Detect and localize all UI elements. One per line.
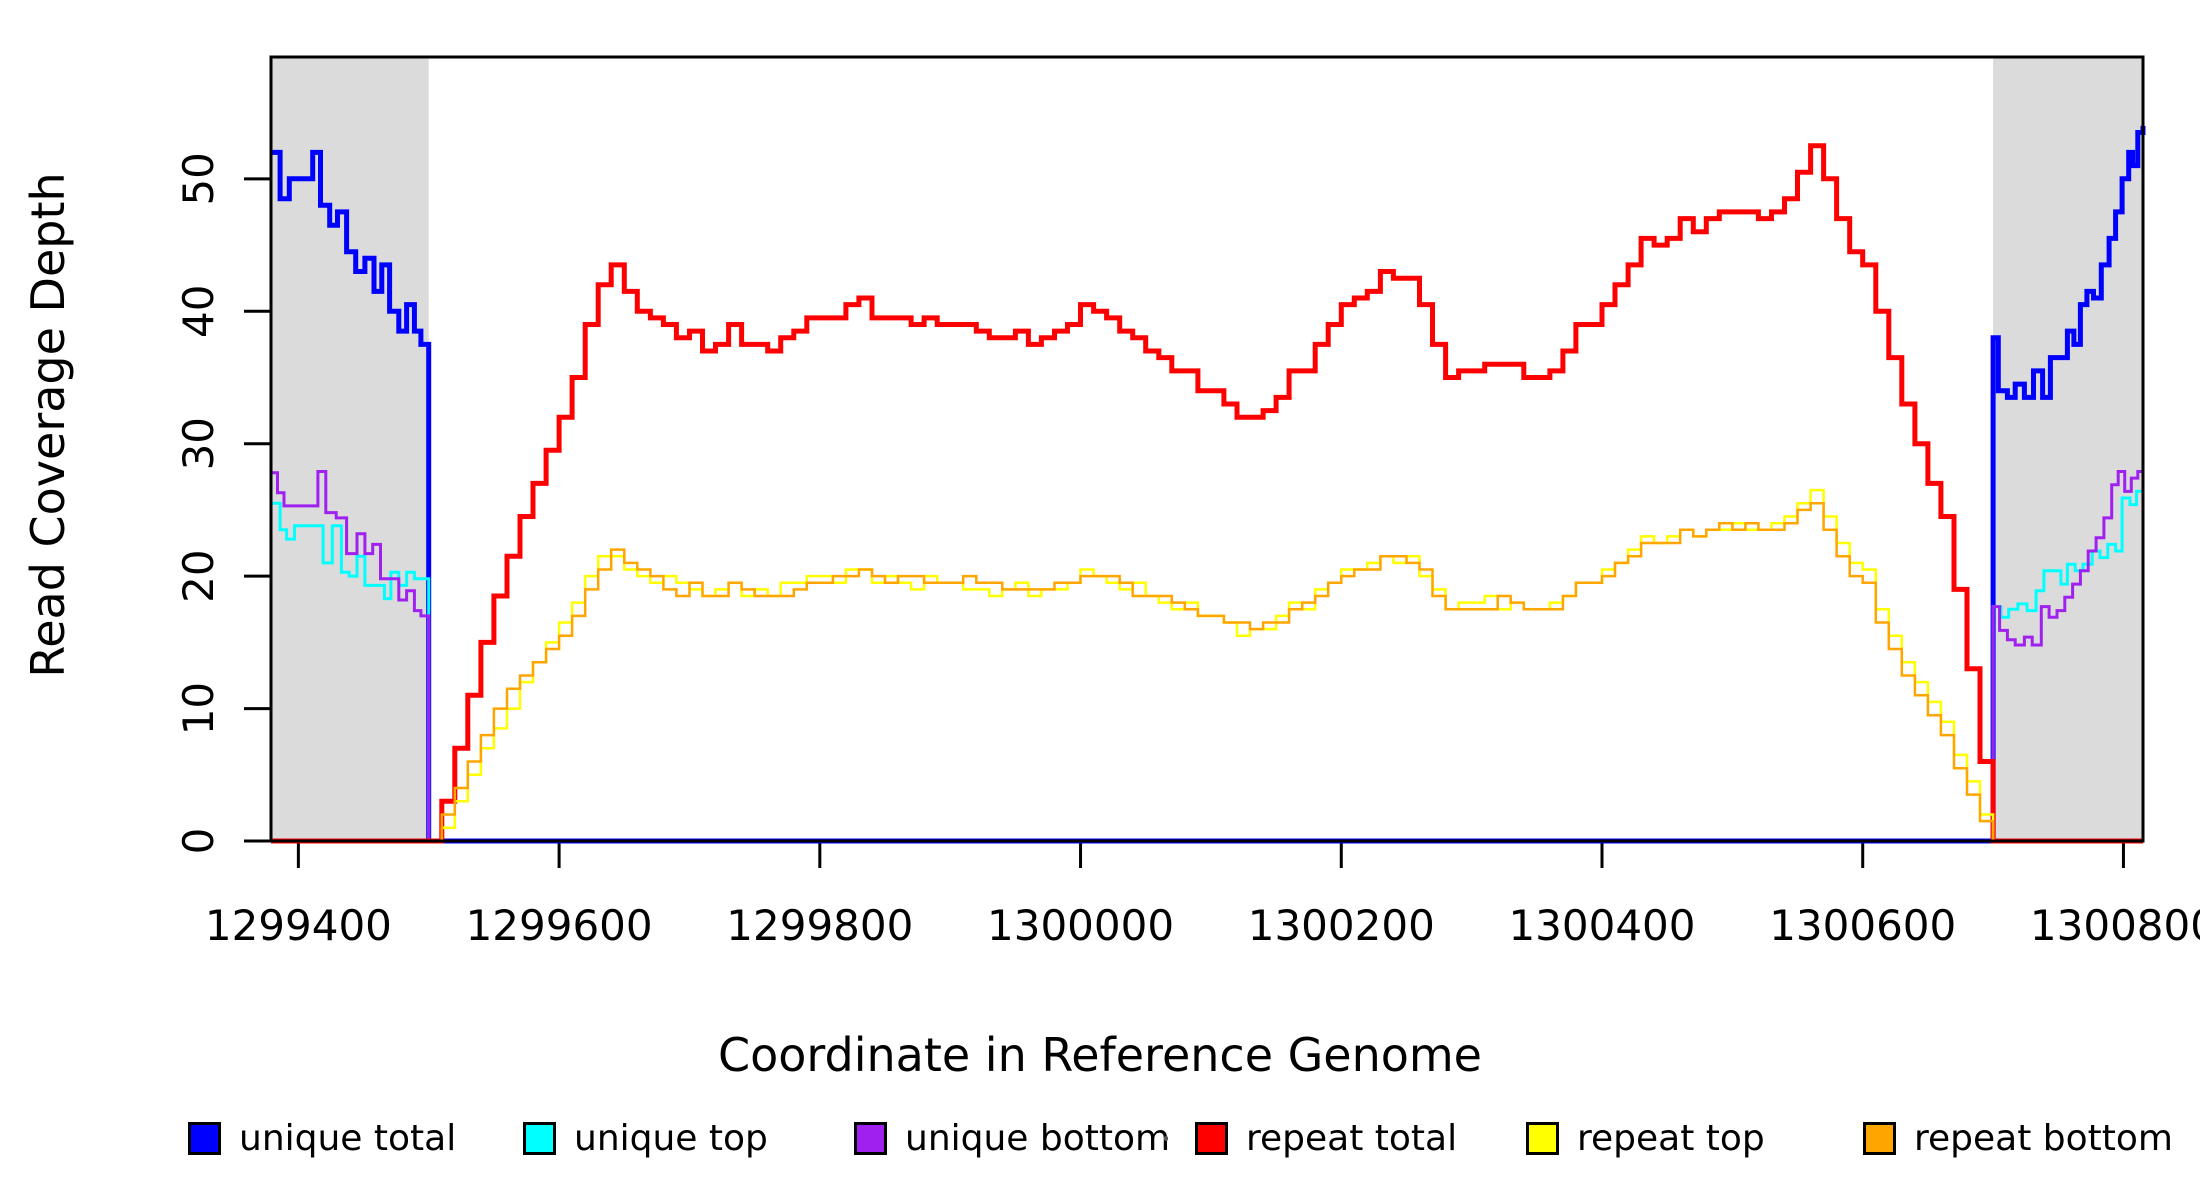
series-unique-bottom <box>271 470 2145 843</box>
y-tick-label: 20 <box>174 549 223 602</box>
x-tick-label: 1300400 <box>1508 901 1695 950</box>
x-tick-label: 1300800 <box>2030 901 2200 950</box>
plot-box <box>269 55 2145 843</box>
y-tick-label: 40 <box>174 285 223 338</box>
y-tick-label: 10 <box>174 682 223 735</box>
series-repeat-bottom <box>271 502 2143 843</box>
series-repeat-total <box>271 143 2143 844</box>
series-repeat-top <box>271 488 2143 843</box>
x-tick-label: 1299800 <box>726 901 913 950</box>
x-tick-label: 1300000 <box>987 901 1174 950</box>
x-tick-label: 1300600 <box>1769 901 1956 950</box>
series-unique-total <box>271 125 2146 844</box>
y-tick-label: 50 <box>174 152 223 205</box>
x-axis-title: Coordinate in Reference Genome <box>718 1028 1482 1082</box>
y-axis-title: Read Coverage Depth <box>21 172 75 678</box>
x-tick-label: 1299400 <box>205 901 392 950</box>
y-tick-label: 30 <box>174 417 223 470</box>
y-tick-label: 0 <box>174 828 223 855</box>
shaded-region-0 <box>271 57 429 841</box>
shaded-region-1 <box>1993 57 2143 841</box>
x-tick-label: 1299600 <box>466 901 653 950</box>
x-tick-label: 1300200 <box>1248 901 1435 950</box>
series-unique-top <box>271 489 2145 843</box>
